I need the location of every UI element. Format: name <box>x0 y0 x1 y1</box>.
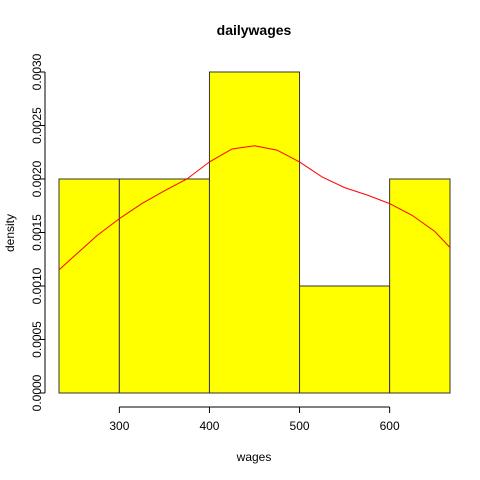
histogram-bar-5 <box>390 179 450 393</box>
y-tick-label: 0.0025 <box>30 107 44 144</box>
y-tick-label: 0.0000 <box>30 374 44 411</box>
y-axis-title: density <box>3 214 17 252</box>
histogram-bar-2 <box>119 179 209 393</box>
bars-group <box>59 72 450 393</box>
y-tick-label: 0.0020 <box>30 160 44 197</box>
x-ticks-group: 300 400 500 600 <box>109 407 400 433</box>
histogram-bar-4 <box>300 286 390 393</box>
x-tick-label: 300 <box>109 419 129 433</box>
x-tick-label: 400 <box>199 419 219 433</box>
y-ticks-group: 0.0000 0.0005 0.0010 0.0015 0.0020 0.0025 0.00… <box>30 53 45 411</box>
x-tick-label: 500 <box>290 419 310 433</box>
x-tick-label: 600 <box>380 419 400 433</box>
y-tick-label: 0.0005 <box>30 321 44 358</box>
histogram-bar-1 <box>59 179 119 393</box>
y-tick-label: 0.0010 <box>30 267 44 304</box>
y-tick-label: 0.0030 <box>30 53 44 90</box>
x-axis-title: wages <box>236 450 272 464</box>
y-tick-label: 0.0015 <box>30 214 44 251</box>
chart-title: dailywages <box>217 22 292 38</box>
histogram-bar-3 <box>209 72 299 393</box>
